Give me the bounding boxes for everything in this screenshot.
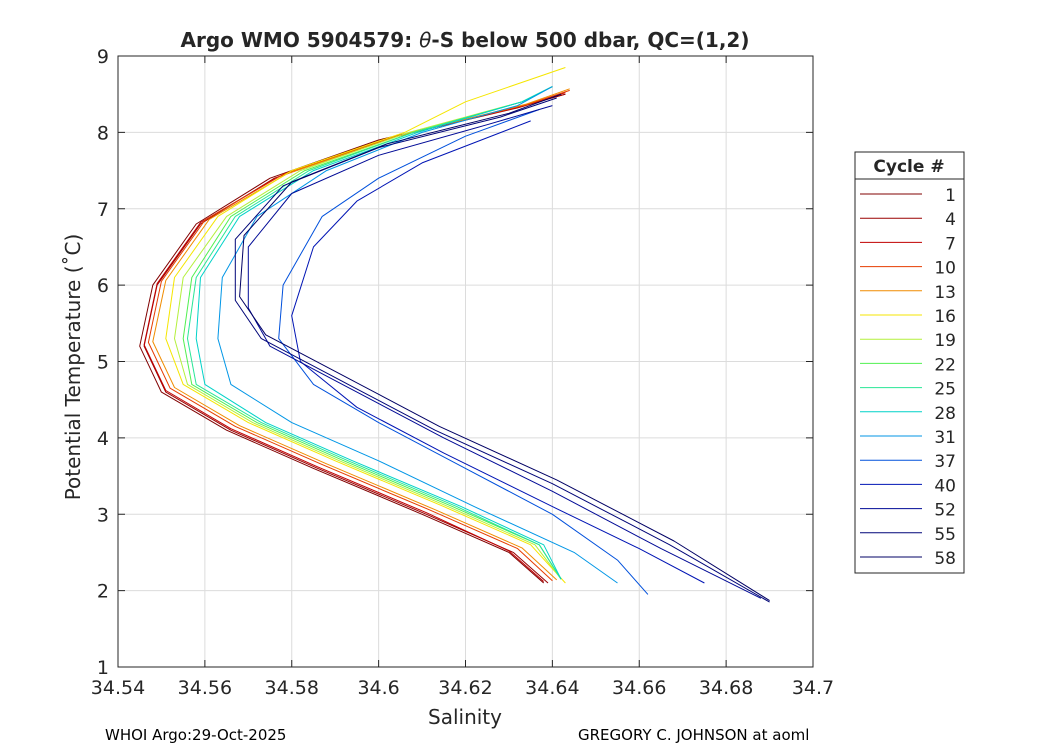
legend-entries: 1 4 7 10 13 16 19 22 25 28 31 37 40 52 55 58 <box>860 186 956 569</box>
legend-label-cycle-52: 52 <box>934 501 956 521</box>
legend-label-cycle-28: 28 <box>934 404 956 424</box>
legend-label-cycle-4: 4 <box>945 210 956 230</box>
footer-author: GREGORY C. JOHNSON at aoml <box>578 726 810 744</box>
y-tick-label: 2 <box>97 581 109 603</box>
y-tick-label: 8 <box>97 122 109 144</box>
legend-label-cycle-10: 10 <box>934 259 956 279</box>
x-tick-label: 34.68 <box>699 677 753 699</box>
x-tick-label: 34.6 <box>357 677 399 699</box>
series-line-cycle-31 <box>217 86 618 584</box>
series-line-cycle-16 <box>165 67 566 584</box>
x-tick-label: 34.66 <box>612 677 666 699</box>
title-part-2: -S below 500 dbar, QC=(1,2) <box>431 28 749 52</box>
series-line-cycle-52 <box>247 105 762 599</box>
series-line-cycle-55 <box>234 97 770 603</box>
series-line-cycle-40 <box>291 120 705 584</box>
y-axis-ticks: 1 2 3 4 5 6 7 8 9 <box>97 46 813 679</box>
x-tick-label: 34.64 <box>525 677 579 699</box>
x-tick-label: 34.58 <box>265 677 319 699</box>
x-tick-label: 34.54 <box>91 677 145 699</box>
legend-label-cycle-19: 19 <box>934 331 956 351</box>
legend-label-cycle-7: 7 <box>945 234 956 254</box>
x-axis-ticks: 34.54 34.56 34.58 34.6 34.62 34.64 34.66 34.68 3… <box>91 56 834 699</box>
series-line-cycle-25 <box>187 86 562 580</box>
title-theta: θ <box>419 28 431 52</box>
y-tick-label: 7 <box>97 199 109 221</box>
x-axis-label: Salinity <box>428 705 502 729</box>
y-tick-label: 5 <box>97 352 109 374</box>
legend-title: Cycle # <box>873 157 944 177</box>
legend-box <box>854 151 965 574</box>
series-lines <box>139 67 770 603</box>
chart-title: Argo WMO 5904579: θ-S below 500 dbar, QC… <box>181 28 750 52</box>
legend-label-cycle-37: 37 <box>934 452 956 472</box>
y-tick-label: 3 <box>97 504 109 526</box>
y-tick-label: 6 <box>97 275 109 297</box>
legend-label-cycle-25: 25 <box>934 380 956 400</box>
legend-label-cycle-58: 58 <box>934 549 956 569</box>
x-tick-label: 34.62 <box>438 677 492 699</box>
y-tick-label: 4 <box>97 428 109 450</box>
legend-label-cycle-55: 55 <box>934 525 956 545</box>
y-tick-label: 1 <box>97 657 109 679</box>
legend: Cycle # 1 4 7 10 13 16 19 22 25 28 31 37 40 52 55 58 <box>854 151 965 574</box>
legend-label-cycle-13: 13 <box>934 283 956 303</box>
legend-label-cycle-16: 16 <box>934 307 956 327</box>
series-line-cycle-37 <box>278 109 649 595</box>
title-part-1: Argo WMO 5904579: <box>181 28 420 52</box>
legend-label-cycle-1: 1 <box>945 186 956 206</box>
x-tick-label: 34.7 <box>792 677 834 699</box>
series-line-cycle-28 <box>195 86 562 580</box>
y-axis-label: Potential Temperature (˚C) <box>61 234 85 501</box>
legend-label-cycle-31: 31 <box>934 428 956 448</box>
series-line-cycle-58 <box>239 93 770 602</box>
x-tick-label: 34.56 <box>178 677 232 699</box>
footer-credit-date: WHOI Argo:29-Oct-2025 <box>105 726 287 744</box>
series-line-cycle-1 <box>139 93 566 584</box>
legend-label-cycle-40: 40 <box>934 476 956 496</box>
series-line-cycle-10 <box>147 89 570 582</box>
y-tick-label: 9 <box>97 46 109 68</box>
series-line-cycle-19 <box>174 86 562 580</box>
legend-label-cycle-22: 22 <box>934 355 956 375</box>
